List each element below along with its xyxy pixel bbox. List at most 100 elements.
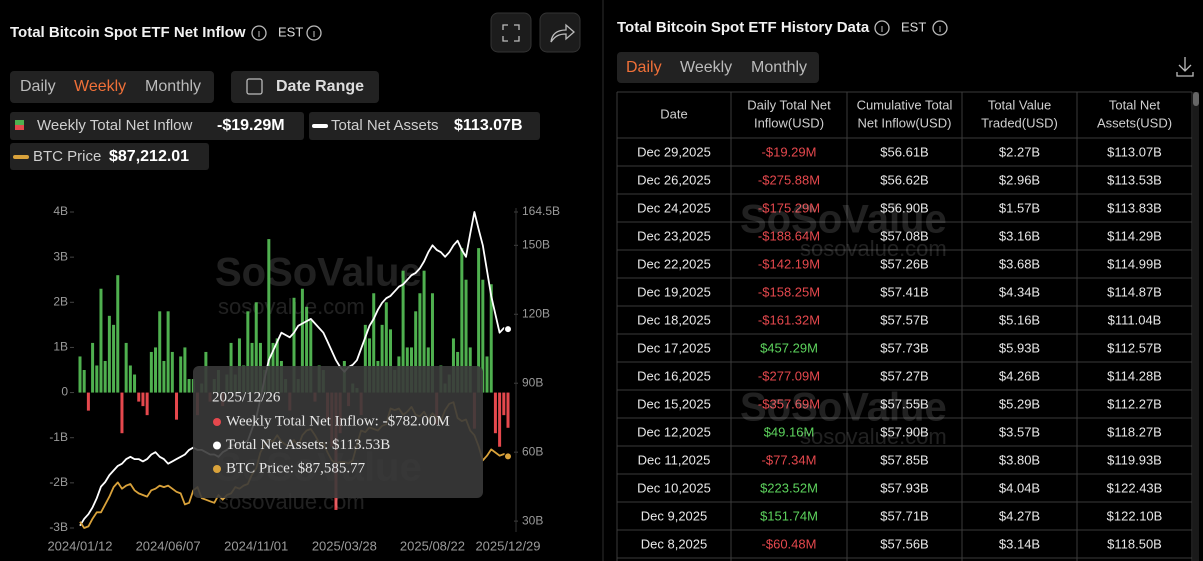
bar — [183, 347, 187, 393]
tab[interactable]: Monthly — [751, 59, 807, 76]
table-cell: $2.96B — [999, 172, 1040, 187]
share-icon — [550, 23, 575, 43]
table-cell: $3.57B — [999, 424, 1040, 439]
table-cell: -$77.34M — [762, 452, 817, 467]
watermark: SoSoValue — [740, 386, 947, 430]
table-cell: $151.74M — [760, 508, 818, 523]
y-tick-label: -1B — [49, 430, 68, 444]
table-cell: $122.10B — [1107, 508, 1163, 523]
info-icon[interactable] — [306, 25, 322, 41]
table-cell: -$19.29M — [762, 144, 817, 159]
bar — [489, 284, 493, 393]
legend-swatch — [15, 120, 24, 125]
bar — [430, 293, 434, 393]
bar — [451, 338, 455, 393]
legend-item[interactable] — [309, 112, 540, 140]
bar — [363, 324, 367, 393]
date-range-button[interactable] — [231, 71, 379, 103]
column-header: Assets(USD) — [1097, 115, 1172, 130]
tab-active[interactable]: Weekly — [74, 78, 126, 95]
bar — [389, 329, 393, 393]
table-cell: $4.26B — [999, 368, 1040, 383]
bar — [175, 392, 179, 420]
bar — [481, 279, 485, 393]
table-cell: -$275.88M — [758, 172, 820, 187]
history-table: Date Daily Total Net Inflow(USD) Cumulative… — [616, 91, 1193, 561]
tab-active[interactable]: Daily — [626, 59, 662, 76]
table-cell: Dec 17,2025 — [637, 340, 711, 355]
info-icon[interactable] — [251, 25, 267, 41]
bar — [401, 270, 405, 393]
info-icon[interactable] — [932, 20, 948, 36]
table-cell: $57.27B — [880, 368, 928, 383]
bar — [380, 324, 384, 393]
tooltip-dot — [213, 441, 221, 450]
bar — [414, 311, 418, 393]
tab[interactable]: Weekly — [680, 59, 732, 76]
table-cell: Dec 19,2025 — [637, 284, 711, 299]
table-cell: Dec 22,2025 — [637, 256, 711, 271]
table-cell: $56.90B — [880, 200, 928, 215]
legend-item[interactable] — [10, 143, 209, 170]
table-cell: Dec 15,2025 — [637, 396, 711, 411]
table-cell: $49.16M — [764, 424, 815, 439]
table-cell: $56.62B — [880, 172, 928, 187]
tab[interactable]: Monthly — [145, 78, 201, 95]
bar — [246, 311, 250, 393]
table-cell: Dec 23,2025 — [637, 228, 711, 243]
table-cell: -$357.69M — [758, 396, 820, 411]
bar — [460, 248, 464, 393]
scrollbar-thumb[interactable] — [1193, 92, 1199, 106]
table-cell: $112.57B — [1107, 340, 1162, 355]
table-cell: $113.53B — [1107, 172, 1162, 187]
bar — [124, 342, 128, 393]
bar — [78, 356, 82, 393]
table-cell: $5.16B — [999, 312, 1040, 327]
bar — [116, 275, 120, 393]
table-cell: $114.29B — [1107, 228, 1162, 243]
tooltip-title: 2025/12/26 — [212, 389, 281, 405]
bar — [267, 239, 271, 393]
bar — [91, 342, 95, 393]
table-cell: $5.93B — [999, 340, 1040, 355]
bar — [162, 360, 166, 393]
bar — [275, 338, 279, 393]
table-cell: $57.90B — [880, 424, 928, 439]
table-cell: $114.99B — [1107, 256, 1162, 271]
bar — [384, 302, 388, 393]
table-cell: Dec 24,2025 — [637, 200, 711, 215]
bar — [305, 306, 309, 393]
legend-item[interactable] — [10, 112, 304, 140]
bar — [502, 392, 506, 416]
timezone: EST — [901, 19, 926, 34]
table-cell: $57.26B — [880, 256, 928, 271]
bar — [107, 315, 111, 393]
table-cell: $57.57B — [880, 312, 928, 327]
table-cell: -$188.64M — [758, 228, 820, 243]
bar — [187, 379, 191, 393]
bar — [170, 351, 174, 393]
tooltip-line: Weekly Total Net Inflow: -$782.00M — [226, 413, 450, 429]
table-cell: $57.93B — [880, 480, 928, 495]
bar — [300, 288, 304, 393]
y-tick-label: -2B — [49, 475, 68, 489]
fullscreen-button[interactable] — [490, 12, 532, 53]
table-cell: $57.08B — [880, 228, 928, 243]
y2-tick-label: 90B — [522, 375, 543, 389]
timezone: EST — [278, 24, 303, 39]
table-cell: $457.29M — [760, 340, 818, 355]
tab[interactable]: Daily — [20, 78, 56, 95]
legend-label: Total Net Assets — [331, 117, 439, 134]
table-cell: Dec 29,2025 — [637, 144, 711, 159]
table-cell: $3.68B — [999, 256, 1040, 271]
download-icon[interactable] — [1176, 57, 1194, 77]
info-icon[interactable] — [874, 20, 890, 36]
table-cell: $113.83B — [1107, 200, 1162, 215]
bar — [120, 392, 124, 434]
table-cell: -$60.48M — [762, 536, 817, 551]
share-button[interactable] — [539, 12, 581, 53]
table-cell: $114.28B — [1107, 368, 1162, 383]
bar — [493, 392, 497, 434]
tooltip-line: Total Net Assets: $113.53B — [226, 437, 390, 453]
bar — [309, 320, 313, 393]
